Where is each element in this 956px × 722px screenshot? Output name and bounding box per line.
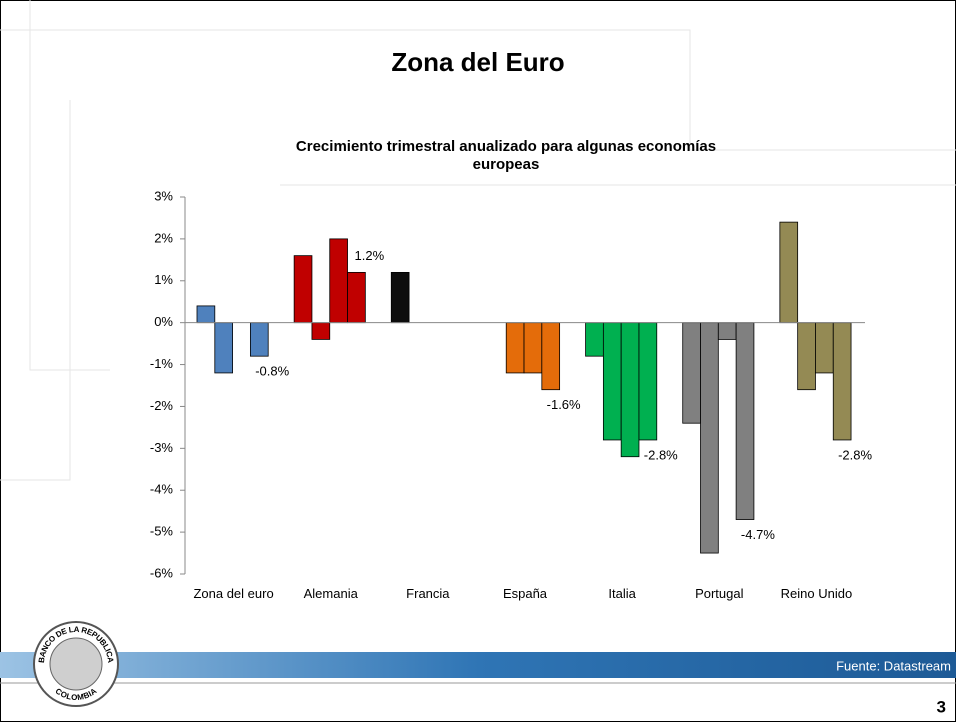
bar <box>797 322 816 391</box>
x-tick-label: Alemania <box>303 586 358 601</box>
bar <box>700 322 719 554</box>
bar <box>815 322 834 374</box>
bar <box>249 322 269 357</box>
x-tick-label: Francia <box>406 586 450 601</box>
logo: BANCO DE LA REPUBLICA COLOMBIA <box>33 621 119 707</box>
bar <box>390 271 410 324</box>
y-tick-label: -5% <box>150 524 174 539</box>
value-label: 1.2% <box>355 248 385 263</box>
y-tick-label: -6% <box>150 565 174 580</box>
bar <box>523 322 543 374</box>
bar <box>779 221 799 324</box>
x-tick-label-box: Portugal <box>695 586 744 601</box>
value-label: -4.7% <box>741 527 775 542</box>
bar <box>602 322 622 441</box>
bar <box>585 322 604 357</box>
value-label: -2.8% <box>644 447 678 462</box>
x-tick-label: Portugal <box>695 586 744 601</box>
x-tick-label-box: Zona del euro <box>193 586 274 601</box>
x-tick-label-box: Alemania <box>303 586 358 601</box>
chart-title: europeas <box>473 156 540 173</box>
bar <box>505 322 525 374</box>
bar <box>620 322 640 458</box>
value-label: -1.6% <box>547 397 581 412</box>
x-tick-label-box: Francia <box>406 586 450 601</box>
bar <box>196 305 216 324</box>
page-number: 3 <box>937 697 946 716</box>
bar <box>682 322 701 424</box>
y-tick-label: 3% <box>154 188 173 203</box>
value-label: -2.8% <box>838 447 872 462</box>
x-tick-label: Reino Unido <box>780 586 853 601</box>
chart: Crecimiento trimestral anualizado para a… <box>150 138 873 601</box>
y-tick-label: -1% <box>150 356 174 371</box>
x-tick-label: Italia <box>608 586 636 601</box>
bar <box>311 322 331 340</box>
footer-band <box>0 652 956 678</box>
bar <box>541 322 561 391</box>
slide-title: Zona del Euro <box>391 47 564 77</box>
x-tick-label-box: Reino Unido <box>780 586 853 601</box>
y-tick-label: 0% <box>154 314 173 329</box>
y-tick-label: 2% <box>154 230 173 245</box>
chart-title: Crecimiento trimestral anualizado para a… <box>296 138 716 155</box>
bar <box>347 271 366 324</box>
bar <box>214 322 234 374</box>
y-tick-label: -4% <box>150 482 174 497</box>
value-label: -0.8% <box>255 364 289 379</box>
y-tick-label: -2% <box>150 398 174 413</box>
bar <box>832 322 852 441</box>
y-tick-label: -3% <box>150 440 174 455</box>
decor-lines <box>0 0 956 481</box>
x-tick-label: España <box>502 586 548 601</box>
bar <box>293 255 313 324</box>
x-tick-label: Zona del euro <box>193 586 274 601</box>
x-tick-label-box: España <box>502 586 548 601</box>
bar <box>717 322 737 340</box>
bar <box>638 322 658 441</box>
bar <box>329 238 348 324</box>
source: Fuente: Datastream <box>836 658 951 673</box>
x-tick-label-box: Italia <box>608 586 636 601</box>
y-tick-label: 1% <box>154 272 173 287</box>
bar <box>735 322 755 520</box>
